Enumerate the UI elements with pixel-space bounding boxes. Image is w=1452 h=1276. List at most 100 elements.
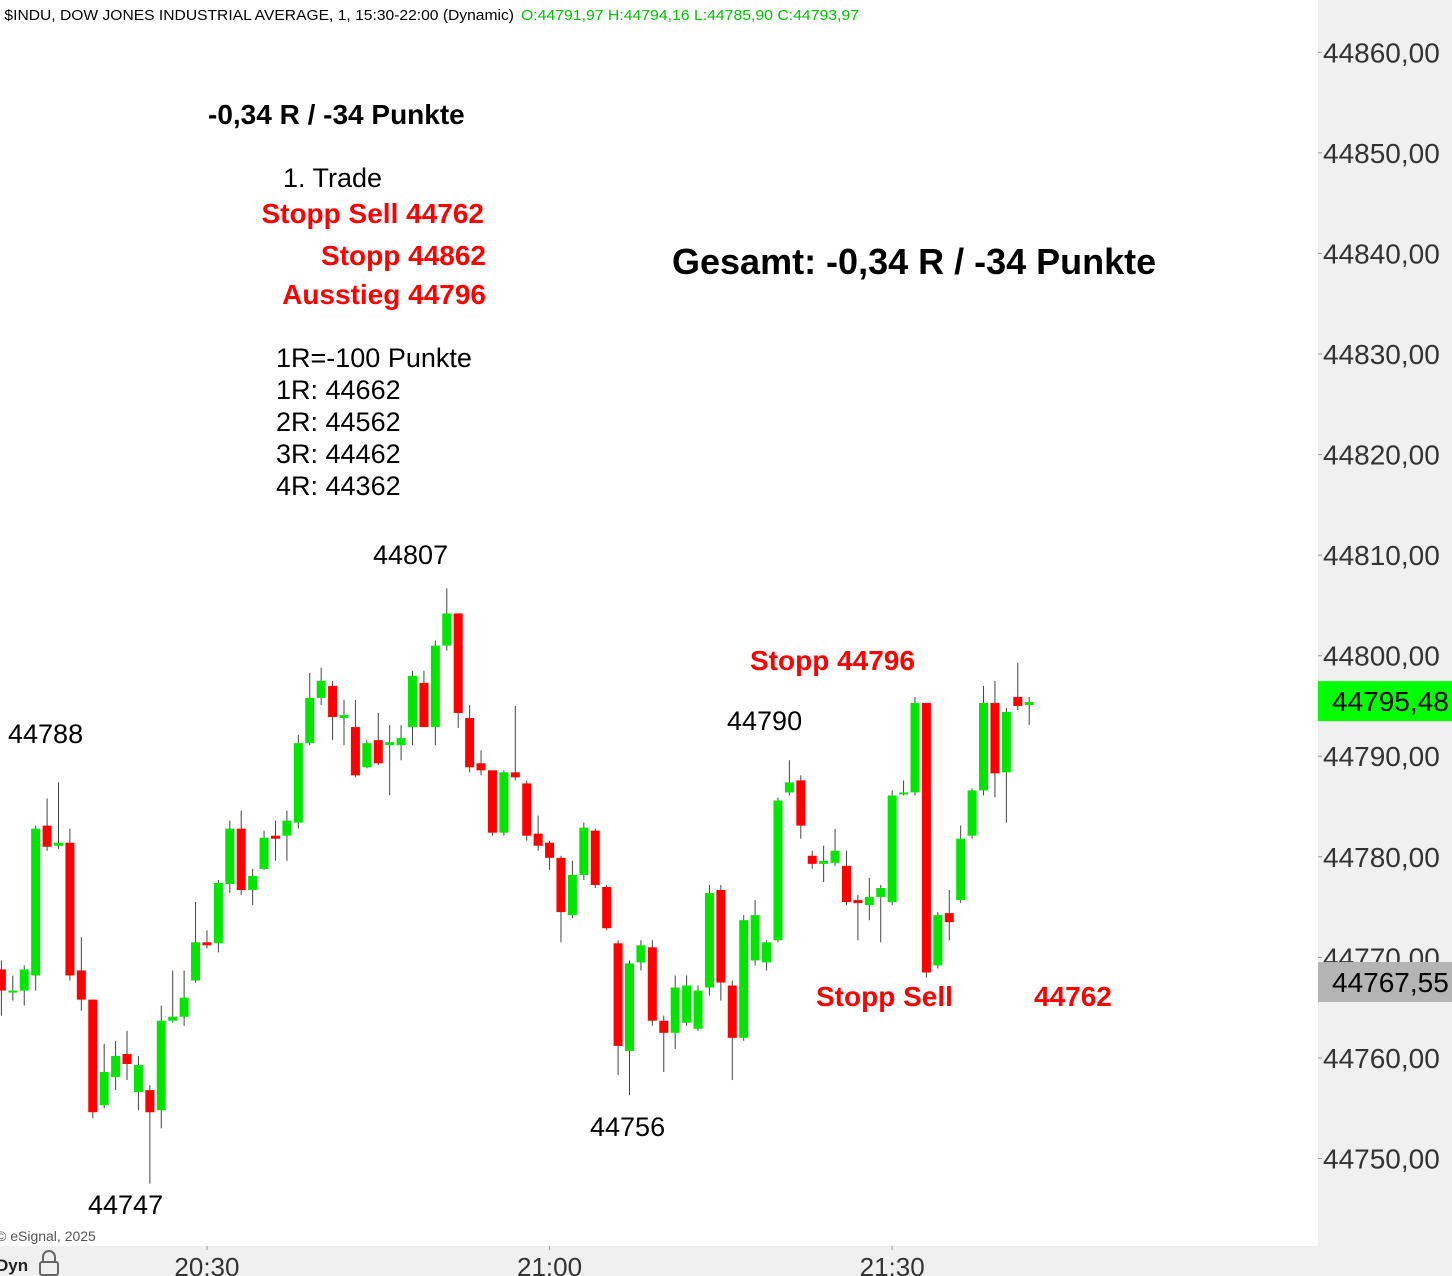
y-tick-label: 44860,00	[1323, 37, 1440, 68]
candle-body	[499, 772, 509, 833]
candle-body	[476, 763, 486, 771]
price-axis	[1318, 0, 1452, 1276]
candle-body	[670, 987, 680, 1033]
candle-body	[145, 1090, 155, 1113]
candle-body	[704, 893, 714, 988]
candle-body	[921, 702, 931, 973]
candle-body	[0, 969, 6, 991]
candle-body	[853, 900, 863, 904]
annotation: 1R=-100 Punkte	[276, 343, 472, 373]
candle-body	[933, 915, 943, 966]
candle-body	[122, 1053, 132, 1064]
candle-body	[8, 990, 18, 993]
annotation: 44762	[1034, 981, 1112, 1012]
candle-body	[636, 945, 646, 963]
price-label-box	[1318, 962, 1452, 1003]
annotation: 1. Trade	[283, 163, 382, 193]
annotation: 44807	[373, 540, 448, 570]
candle-body	[65, 842, 75, 976]
candle-body	[682, 985, 692, 1023]
candle-body	[453, 613, 463, 714]
candle-body	[442, 613, 452, 646]
annotation: Stopp 44862	[321, 240, 486, 271]
annotation: Gesamt: -0,34 R / -34 Punkte	[672, 241, 1156, 282]
lock-icon	[39, 1250, 59, 1276]
candle-body	[727, 985, 737, 1038]
candle-body	[293, 743, 303, 823]
mode: Dyn	[0, 1256, 28, 1275]
candle-body	[76, 970, 86, 1000]
candle-body	[762, 942, 772, 963]
y-tick-label: 44820,00	[1323, 440, 1440, 471]
candle-body	[305, 697, 315, 744]
annotation: 44756	[590, 1112, 665, 1142]
candle-body	[179, 997, 189, 1017]
y-tick-label: 44850,00	[1323, 138, 1440, 169]
annotation: 44788	[8, 719, 83, 749]
source: © eSignal, 2025	[0, 1228, 96, 1244]
candle-body	[967, 790, 977, 836]
candle-body	[864, 897, 874, 906]
candle-body	[339, 715, 349, 719]
candle-body	[156, 1020, 166, 1111]
candle-body	[31, 828, 41, 976]
candle-body	[1013, 696, 1023, 706]
candle-body	[111, 1055, 121, 1078]
candle-body	[385, 742, 395, 746]
y-tick-label: 44840,00	[1323, 238, 1440, 269]
annotation: 3R: 44462	[276, 439, 401, 469]
candle-body	[887, 795, 897, 903]
candle-body	[133, 1064, 143, 1093]
candle-body	[956, 838, 966, 901]
y-tick-label: 44750,00	[1323, 1144, 1440, 1175]
annotation: Stopp 44796	[750, 645, 915, 676]
candle-body	[602, 886, 612, 929]
candle-body	[373, 740, 383, 764]
candle-body	[899, 792, 909, 795]
price-label: 44795,48	[1332, 686, 1449, 717]
candle-body	[191, 942, 201, 981]
y-tick-label: 44790,00	[1323, 741, 1440, 772]
y-tick-label: 44760,00	[1323, 1043, 1440, 1074]
annotation: 44747	[88, 1190, 163, 1220]
annotation: Stopp Sell	[816, 981, 953, 1012]
candle-body	[796, 780, 806, 826]
candle-body	[841, 865, 851, 903]
candles	[0, 588, 1034, 1184]
annotation: 2R: 44562	[276, 407, 401, 437]
candle-body	[42, 825, 52, 847]
annotation: 1R: 44662	[276, 375, 401, 405]
x-tick-label: 21:00	[517, 1252, 582, 1276]
candle-body	[567, 874, 577, 916]
candle-body	[54, 842, 63, 846]
candle-body	[579, 827, 589, 875]
candle-body	[693, 990, 703, 1029]
candle-body	[739, 920, 749, 1038]
candle-body	[807, 855, 817, 864]
candle-body	[168, 1016, 178, 1021]
candle-body	[556, 857, 566, 913]
candle-body	[545, 842, 555, 858]
candle-body	[990, 702, 1000, 774]
annotation: 44790	[727, 706, 802, 736]
candle-body	[328, 685, 338, 718]
candle-body	[773, 800, 783, 941]
candle-body	[430, 645, 440, 728]
ohlc-label: O:44791,97 H:44794,16 L:44785,90 C:44793…	[521, 7, 859, 24]
candle-body	[99, 1072, 109, 1106]
candle-body	[19, 969, 29, 991]
candle-body	[350, 727, 360, 776]
candle-body	[944, 913, 954, 923]
candle-body	[248, 875, 258, 890]
candle-body	[716, 890, 726, 983]
candle-body	[396, 738, 406, 746]
candle-body	[362, 743, 372, 768]
annotation: 4R: 44362	[276, 471, 401, 501]
candle-body	[533, 833, 543, 846]
candle-body	[819, 860, 829, 864]
candle-body	[647, 947, 657, 1021]
candle-body	[750, 915, 760, 961]
candle-body	[590, 830, 600, 885]
candle-body	[270, 835, 280, 839]
